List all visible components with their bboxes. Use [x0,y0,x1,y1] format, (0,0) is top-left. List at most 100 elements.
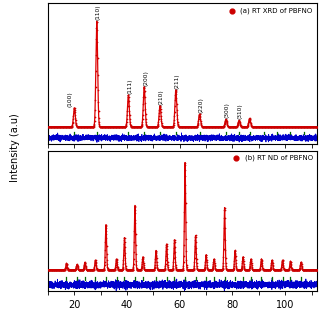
Point [203,257,208,262]
Point [284,267,289,272]
Point [157,267,162,272]
Point [183,182,188,187]
Point [274,267,279,272]
Point [102,124,107,129]
Point [268,124,273,129]
Point [300,267,305,272]
Point [64,124,69,129]
Text: (211): (211) [175,73,180,89]
Point [221,124,226,129]
Point [178,267,183,272]
Point [218,124,223,129]
Point [120,124,125,129]
Point [247,116,252,121]
Point [310,267,315,272]
Point [52,267,57,272]
Point [261,124,267,129]
Point [265,267,270,272]
Point [153,124,158,129]
Point [171,122,176,127]
Point [117,267,122,272]
Point [300,124,305,129]
Point [270,259,275,264]
Point [192,124,197,129]
Point [202,124,207,129]
Point [161,267,166,272]
Point [100,267,105,272]
Point [69,124,74,129]
Point [92,259,98,264]
Point [208,124,213,129]
Point [79,267,84,272]
Point [312,124,317,129]
Point [281,262,286,267]
Point [143,119,148,124]
Point [288,124,293,129]
Point [283,267,288,272]
Point [257,124,262,129]
Point [300,267,306,272]
Point [104,228,109,233]
Point [87,267,92,272]
Point [47,124,52,129]
Point [164,249,169,254]
Point [152,124,157,129]
Point [190,124,196,129]
Point [252,267,257,272]
Point [112,124,117,129]
Point [310,124,315,129]
Point [238,267,244,272]
Point [67,124,72,129]
Point [262,124,267,129]
Point [48,267,53,272]
Point [73,267,78,272]
Point [232,124,237,129]
Point [75,124,80,129]
Point [70,267,76,272]
Point [209,267,214,272]
Point [252,267,257,272]
Point [139,263,144,268]
Point [185,124,190,129]
Point [225,267,230,272]
Point [259,124,264,129]
Point [134,267,140,272]
Point [179,124,184,129]
Point [67,124,72,129]
Point [193,124,198,129]
Point [170,267,175,272]
Point [46,267,51,272]
Point [199,267,204,272]
Point [68,267,73,272]
Point [245,123,251,128]
Point [116,124,121,129]
Point [207,267,212,272]
Point [221,226,227,231]
Point [235,123,240,128]
Point [138,267,143,272]
Point [313,124,318,129]
Point [304,267,309,272]
Point [111,267,116,272]
Point [195,265,200,270]
Point [319,267,320,272]
Point [138,267,143,272]
Point [64,262,69,267]
Point [149,267,154,272]
Point [249,123,254,128]
Point [173,255,178,260]
Point [189,124,195,129]
Point [212,124,217,129]
Point [115,124,120,129]
Point [77,267,83,272]
Point [80,124,85,129]
Point [100,124,105,129]
Point [246,118,252,123]
Point [308,124,314,129]
Point [171,251,176,256]
Point [310,267,315,272]
Point [177,124,182,129]
Point [280,124,285,129]
Point [175,267,180,272]
Point [107,124,112,129]
